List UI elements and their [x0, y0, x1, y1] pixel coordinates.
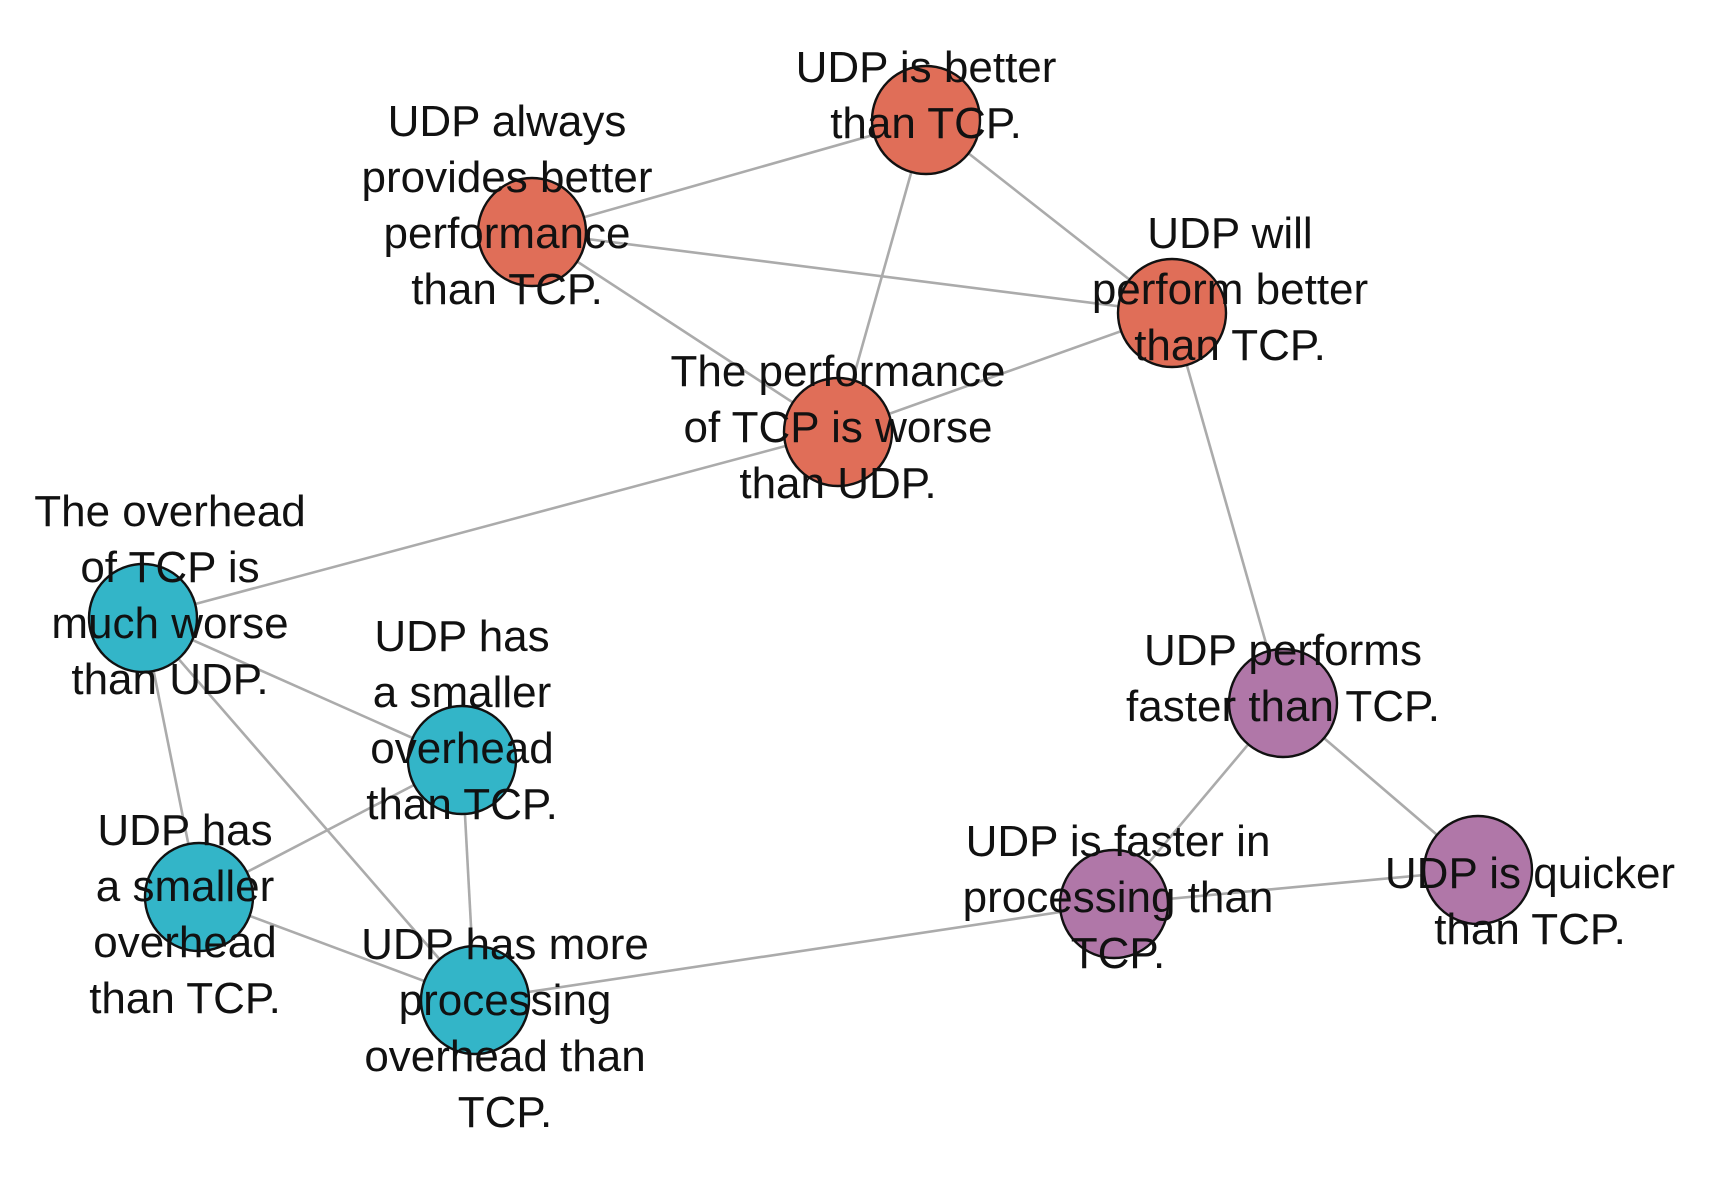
- node-label-line: than TCP.: [830, 99, 1022, 148]
- node-label-udp-will-perform: UDP will perform better than TCP.: [1092, 209, 1368, 370]
- edge-udp-will-perform-to-udp-performs-faster: [1170, 312, 1285, 704]
- node-udp-will-perform[interactable]: [1116, 257, 1228, 369]
- node-udp-more-processing[interactable]: [419, 944, 531, 1056]
- node-udp-performs-faster[interactable]: [1227, 647, 1339, 759]
- node-label-line: provides better: [361, 153, 652, 202]
- node-label-line: UDP has more: [361, 920, 649, 969]
- node-label-line: The performance: [670, 347, 1005, 396]
- node-label-line: TCP.: [458, 1088, 553, 1137]
- node-label-udp-smaller-overhead-1: UDP has a smaller overhead than TCP.: [366, 612, 558, 829]
- edge-tcp-performance-worse-to-tcp-overhead-worse: [142, 430, 839, 620]
- edge-tcp-overhead-worse-to-udp-smaller-overhead-1: [142, 616, 463, 762]
- node-label-line: overhead than: [364, 1032, 645, 1081]
- node-label-line: UDP always: [388, 97, 627, 146]
- node-label-line: than UDP.: [71, 655, 268, 704]
- node-udp-always-better[interactable]: [476, 176, 588, 288]
- node-label-udp-quicker: UDP is quicker than TCP.: [1385, 849, 1675, 954]
- labels-layer: UDP is better than TCP. UDP always provides…: [34, 43, 1675, 1137]
- node-label-line: of TCP is worse: [684, 403, 993, 452]
- node-udp-quicker[interactable]: [1422, 814, 1534, 926]
- node-label-line: UDP is better: [796, 43, 1057, 92]
- node-label-line: than TCP.: [1434, 905, 1626, 954]
- node-label-line: UDP performs: [1144, 626, 1422, 675]
- node-label-line: processing: [399, 976, 612, 1025]
- node-udp-faster-processing[interactable]: [1058, 848, 1170, 960]
- node-label-line: than TCP.: [366, 780, 558, 829]
- node-label-udp-better: UDP is better than TCP.: [796, 43, 1057, 148]
- node-label-line: a smaller: [96, 862, 275, 911]
- node-label-line: UDP is quicker: [1385, 849, 1675, 898]
- node-udp-smaller-overhead-1[interactable]: [406, 704, 518, 816]
- node-label-line: much worse: [51, 599, 288, 648]
- node-udp-better[interactable]: [870, 64, 982, 176]
- node-label-udp-faster-processing: UDP is faster in processing than TCP.: [963, 817, 1274, 978]
- node-label-line: UDP is faster in: [966, 817, 1271, 866]
- node-tcp-overhead-worse[interactable]: [87, 562, 199, 674]
- node-udp-smaller-overhead-2[interactable]: [143, 841, 255, 953]
- nodes-layer: [87, 64, 1534, 1056]
- edge-udp-more-processing-to-udp-faster-processing: [474, 902, 1115, 1002]
- node-label-line: perform better: [1092, 265, 1368, 314]
- node-label-line: faster than TCP.: [1126, 682, 1440, 731]
- edge-udp-always-better-to-udp-will-perform: [531, 230, 1173, 315]
- node-label-udp-more-processing: UDP has more processing overhead than TCP.: [361, 920, 649, 1137]
- node-label-udp-performs-faster: UDP performs faster than TCP.: [1126, 626, 1440, 731]
- node-label-line: a smaller: [373, 668, 552, 717]
- node-tcp-performance-worse[interactable]: [782, 376, 894, 488]
- node-label-line: UDP has: [97, 806, 272, 855]
- edge-udp-always-better-to-tcp-performance-worse: [531, 230, 839, 434]
- node-label-line: The overhead: [34, 487, 306, 536]
- node-label-line: than UDP.: [739, 459, 936, 508]
- node-label-tcp-overhead-worse: The overhead of TCP is much worse than UDP.: [34, 487, 306, 704]
- node-label-line: TCP.: [1071, 929, 1166, 978]
- node-label-line: UDP will: [1147, 209, 1312, 258]
- node-label-line: than TCP.: [89, 974, 281, 1023]
- node-label-line: processing than: [963, 873, 1274, 922]
- node-label-line: UDP has: [374, 612, 549, 661]
- node-label-line: than TCP.: [411, 265, 603, 314]
- node-label-tcp-performance-worse: The performance of TCP is worse than UDP.: [670, 347, 1005, 508]
- node-label-udp-always-better: UDP always provides better performance than…: [361, 97, 652, 314]
- node-label-line: overhead: [370, 724, 553, 773]
- node-label-udp-smaller-overhead-2: UDP has a smaller overhead than TCP.: [89, 806, 281, 1023]
- edge-udp-will-perform-to-tcp-performance-worse: [837, 311, 1173, 434]
- node-label-line: overhead: [93, 918, 276, 967]
- node-label-line: of TCP is: [80, 543, 259, 592]
- edge-udp-always-better-to-udp-better: [531, 118, 927, 234]
- edge-tcp-overhead-worse-to-udp-more-processing: [142, 617, 476, 1001]
- node-label-line: than TCP.: [1134, 321, 1326, 370]
- edge-udp-faster-processing-to-udp-quicker: [1113, 868, 1479, 906]
- node-label-line: performance: [383, 209, 630, 258]
